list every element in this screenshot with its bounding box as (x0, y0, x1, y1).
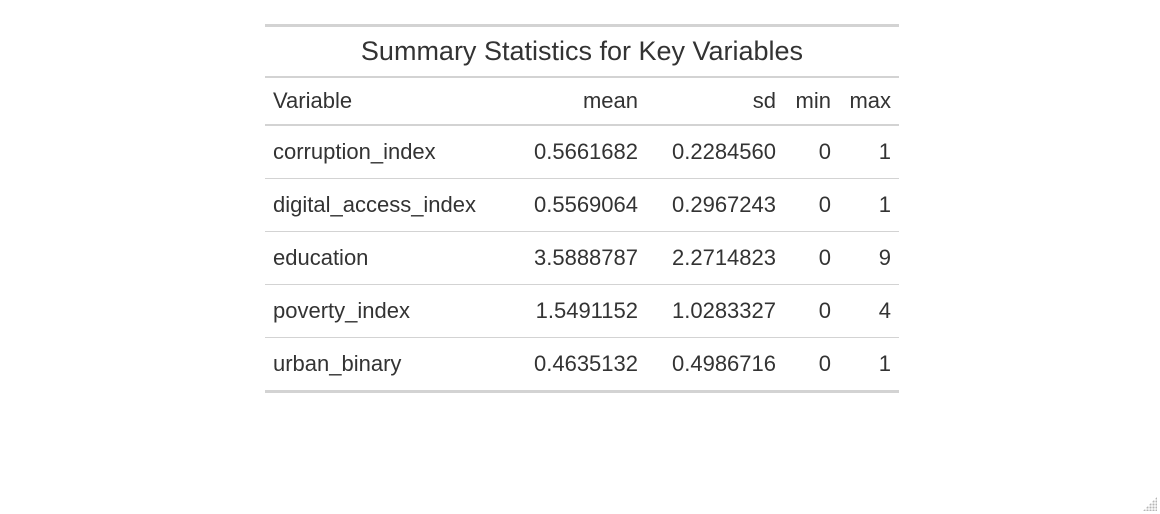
cell-mean: 0.5661682 (507, 125, 646, 179)
cell-variable: urban_binary (265, 337, 507, 393)
cell-sd: 1.0283327 (646, 284, 784, 338)
table-row: poverty_index 1.5491152 1.0283327 0 4 (265, 284, 899, 338)
cell-max: 1 (839, 125, 899, 179)
table-row: corruption_index 0.5661682 0.2284560 0 1 (265, 125, 899, 179)
cell-min: 0 (784, 231, 839, 285)
cell-variable: digital_access_index (265, 178, 507, 232)
summary-statistics-table: Summary Statistics for Key Variables Var… (265, 24, 899, 393)
cell-min: 0 (784, 337, 839, 393)
table-row: digital_access_index 0.5569064 0.2967243… (265, 178, 899, 232)
cell-mean: 3.5888787 (507, 231, 646, 285)
cell-mean: 0.5569064 (507, 178, 646, 232)
cell-sd: 0.2284560 (646, 125, 784, 179)
column-header-sd: sd (646, 77, 784, 126)
column-header-max: max (839, 77, 899, 126)
cell-max: 1 (839, 178, 899, 232)
column-header-variable: Variable (265, 77, 507, 126)
cell-min: 0 (784, 284, 839, 338)
cell-variable: education (265, 231, 507, 285)
table-title-row: Summary Statistics for Key Variables (265, 24, 899, 78)
summary-table-container: Summary Statistics for Key Variables Var… (265, 24, 899, 393)
cell-max: 9 (839, 231, 899, 285)
table-title: Summary Statistics for Key Variables (265, 24, 899, 78)
cell-max: 1 (839, 337, 899, 393)
column-header-min: min (784, 77, 839, 126)
cell-variable: poverty_index (265, 284, 507, 338)
cell-min: 0 (784, 125, 839, 179)
table-row: education 3.5888787 2.2714823 0 9 (265, 231, 899, 285)
cell-mean: 0.4635132 (507, 337, 646, 393)
cell-sd: 0.4986716 (646, 337, 784, 393)
cell-min: 0 (784, 178, 839, 232)
column-header-mean: mean (507, 77, 646, 126)
table-row: urban_binary 0.4635132 0.4986716 0 1 (265, 337, 899, 393)
resize-grip-icon[interactable] (1143, 497, 1157, 511)
cell-mean: 1.5491152 (507, 284, 646, 338)
column-header-row: Variable mean sd min max (265, 77, 899, 126)
cell-max: 4 (839, 284, 899, 338)
cell-sd: 0.2967243 (646, 178, 784, 232)
cell-sd: 2.2714823 (646, 231, 784, 285)
cell-variable: corruption_index (265, 125, 507, 179)
